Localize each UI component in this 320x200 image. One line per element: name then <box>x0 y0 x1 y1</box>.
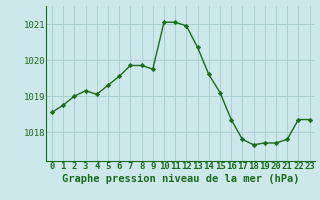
X-axis label: Graphe pression niveau de la mer (hPa): Graphe pression niveau de la mer (hPa) <box>62 174 300 184</box>
